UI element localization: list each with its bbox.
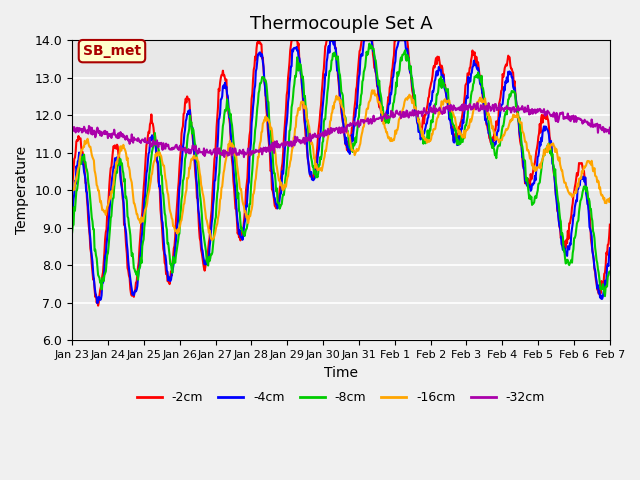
-16cm — [208, 237, 216, 243]
-8cm — [230, 144, 238, 150]
Line: -4cm: -4cm — [72, 40, 610, 303]
Line: -32cm: -32cm — [72, 103, 610, 157]
-8cm — [365, 41, 373, 47]
Title: Thermocouple Set A: Thermocouple Set A — [250, 15, 433, 33]
-8cm — [257, 81, 264, 86]
-2cm — [259, 56, 266, 61]
-8cm — [277, 202, 285, 208]
-4cm — [231, 182, 239, 188]
-2cm — [94, 303, 102, 309]
-4cm — [326, 37, 334, 43]
Text: SB_met: SB_met — [83, 44, 141, 58]
-8cm — [601, 293, 609, 299]
-32cm — [397, 115, 404, 121]
-2cm — [428, 78, 436, 84]
-32cm — [278, 141, 285, 146]
-16cm — [68, 187, 76, 192]
-2cm — [606, 222, 614, 228]
-2cm — [132, 280, 140, 286]
-2cm — [68, 182, 76, 188]
-4cm — [68, 206, 76, 212]
-2cm — [231, 195, 239, 201]
-2cm — [278, 160, 286, 166]
-32cm — [474, 100, 481, 106]
-32cm — [230, 146, 238, 152]
-8cm — [397, 55, 404, 60]
-8cm — [428, 118, 435, 123]
-8cm — [131, 269, 139, 275]
Y-axis label: Temperature: Temperature — [15, 146, 29, 234]
-4cm — [606, 245, 614, 251]
-4cm — [93, 300, 101, 306]
-16cm — [131, 204, 139, 210]
-32cm — [428, 108, 435, 114]
-32cm — [606, 125, 614, 131]
-16cm — [369, 87, 376, 93]
Line: -8cm: -8cm — [72, 44, 610, 296]
Line: -2cm: -2cm — [72, 40, 610, 306]
-8cm — [68, 229, 76, 235]
-4cm — [428, 98, 436, 104]
-4cm — [132, 288, 140, 294]
-4cm — [258, 51, 266, 57]
-16cm — [258, 129, 266, 135]
-16cm — [428, 131, 436, 137]
-32cm — [240, 154, 248, 160]
-2cm — [255, 37, 262, 43]
-4cm — [278, 180, 285, 185]
-8cm — [606, 269, 614, 275]
-2cm — [398, 37, 406, 43]
Line: -16cm: -16cm — [72, 90, 610, 240]
-4cm — [398, 37, 406, 43]
-16cm — [606, 195, 614, 201]
-32cm — [68, 125, 76, 131]
-16cm — [278, 182, 285, 188]
-32cm — [258, 146, 266, 152]
-32cm — [131, 137, 139, 143]
X-axis label: Time: Time — [324, 366, 358, 380]
-16cm — [231, 151, 239, 157]
Legend: -2cm, -4cm, -8cm, -16cm, -32cm: -2cm, -4cm, -8cm, -16cm, -32cm — [132, 386, 550, 409]
-16cm — [398, 110, 406, 116]
